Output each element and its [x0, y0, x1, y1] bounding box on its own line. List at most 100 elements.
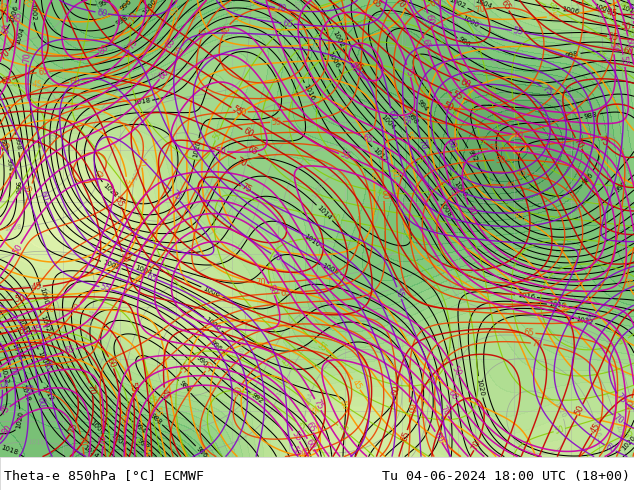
Text: 55: 55 [512, 26, 524, 37]
Text: 70: 70 [393, 0, 407, 10]
Text: 55: 55 [623, 427, 634, 440]
Text: 70: 70 [269, 250, 283, 264]
Text: 55: 55 [290, 429, 303, 443]
Text: 60: 60 [386, 108, 397, 121]
Text: 1016: 1016 [27, 439, 46, 445]
Text: 65: 65 [145, 271, 158, 283]
Text: 50: 50 [553, 424, 566, 436]
Text: 1000: 1000 [141, 0, 157, 15]
Text: 55: 55 [170, 4, 181, 16]
Text: 1004: 1004 [131, 162, 143, 181]
Text: 55: 55 [100, 407, 112, 419]
Text: 1002: 1002 [29, 2, 37, 21]
Text: 50: 50 [11, 242, 24, 256]
Text: 60: 60 [604, 441, 617, 455]
Text: 65: 65 [63, 345, 76, 356]
Text: 55: 55 [402, 130, 413, 142]
Text: 992: 992 [250, 392, 264, 404]
Text: 1010: 1010 [303, 233, 321, 248]
Text: 1000: 1000 [38, 287, 49, 306]
Text: 1016: 1016 [592, 418, 601, 438]
Text: 1012: 1012 [372, 146, 388, 163]
Text: 40: 40 [506, 143, 520, 157]
Text: 50: 50 [495, 155, 506, 165]
Text: 1006: 1006 [327, 50, 340, 69]
Text: 45: 45 [301, 447, 313, 458]
Text: 50: 50 [574, 403, 586, 416]
Text: 70: 70 [512, 130, 524, 141]
Text: 45: 45 [31, 80, 42, 90]
Text: 994: 994 [133, 421, 146, 435]
Text: 65: 65 [420, 38, 432, 51]
Text: 55: 55 [1, 140, 13, 153]
Text: 40: 40 [504, 181, 516, 191]
Text: 1004: 1004 [474, 0, 493, 10]
Text: 60: 60 [405, 403, 414, 414]
Text: 60: 60 [446, 388, 459, 402]
Text: 60: 60 [459, 77, 472, 90]
Text: 1004: 1004 [268, 9, 275, 27]
Text: 80: 80 [432, 430, 445, 444]
Text: 1004: 1004 [379, 114, 396, 131]
Text: 50: 50 [450, 364, 463, 378]
Text: 55: 55 [113, 195, 125, 208]
Text: 40: 40 [376, 187, 387, 197]
Text: 1012: 1012 [41, 383, 54, 402]
Text: 50: 50 [621, 22, 631, 32]
Text: 45: 45 [589, 421, 602, 435]
Text: 65: 65 [368, 171, 378, 182]
Text: 1006: 1006 [202, 285, 221, 298]
Text: 984: 984 [178, 380, 191, 394]
Text: 40: 40 [309, 4, 321, 15]
Text: 55: 55 [151, 406, 162, 418]
Text: 50: 50 [330, 214, 341, 224]
Text: 1020: 1020 [552, 400, 567, 419]
Text: 45: 45 [512, 210, 526, 223]
Text: 50: 50 [216, 147, 226, 156]
Text: 55: 55 [489, 144, 500, 153]
Text: Theta-e 850hPa [°C] ECMWF: Theta-e 850hPa [°C] ECMWF [4, 469, 204, 483]
Text: 55: 55 [230, 104, 243, 118]
Text: 1020: 1020 [476, 377, 485, 396]
Text: 65: 65 [118, 414, 129, 426]
Text: 55: 55 [619, 55, 630, 67]
Text: 1000: 1000 [573, 206, 584, 224]
Text: 40: 40 [94, 168, 108, 182]
Text: 75: 75 [0, 378, 7, 389]
Text: 1018: 1018 [20, 383, 31, 402]
Text: 990: 990 [614, 180, 628, 194]
Text: 1010: 1010 [619, 4, 634, 16]
Text: 50: 50 [484, 84, 495, 96]
Text: 1008: 1008 [627, 1, 634, 20]
Text: 60: 60 [379, 189, 389, 200]
Text: 80: 80 [266, 283, 278, 296]
Text: 45: 45 [350, 378, 363, 392]
Text: 50: 50 [118, 251, 130, 264]
Text: 1004: 1004 [597, 223, 606, 242]
Text: 45: 45 [197, 27, 210, 40]
Text: 60: 60 [38, 189, 50, 202]
Text: 1014: 1014 [82, 444, 100, 460]
Text: 986: 986 [195, 445, 209, 459]
Text: 1004: 1004 [110, 433, 127, 449]
Text: 55: 55 [271, 117, 282, 127]
Text: 70: 70 [6, 365, 18, 377]
Text: 65: 65 [399, 430, 411, 442]
Text: 60: 60 [1, 23, 11, 34]
Text: 1000: 1000 [204, 316, 222, 332]
Text: 45: 45 [475, 135, 486, 147]
Text: 70: 70 [437, 404, 451, 418]
Text: 45: 45 [31, 282, 42, 292]
Text: 60: 60 [70, 301, 83, 315]
Text: 1008: 1008 [3, 224, 22, 232]
Text: 996: 996 [119, 0, 133, 11]
Text: 40: 40 [606, 238, 618, 248]
Text: 1008: 1008 [36, 350, 49, 369]
Text: 988: 988 [584, 111, 598, 120]
Text: 994: 994 [6, 157, 13, 171]
Text: 60: 60 [624, 36, 634, 49]
Text: 45: 45 [624, 27, 634, 40]
Text: 55: 55 [451, 89, 464, 102]
Text: 1016: 1016 [302, 83, 316, 102]
Text: 50: 50 [44, 305, 55, 314]
